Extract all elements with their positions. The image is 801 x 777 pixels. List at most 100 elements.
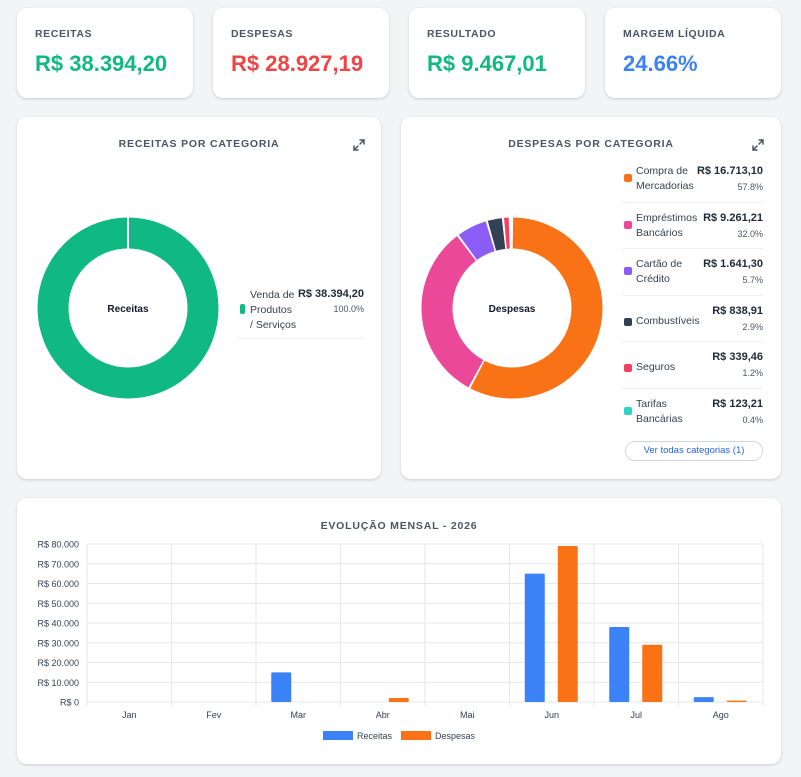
- despesas-slice[interactable]: [470, 217, 603, 399]
- legend-divider: [238, 338, 364, 339]
- chart-legend-swatch[interactable]: [323, 731, 353, 740]
- despesas-por-categoria-panel: DESPESAS POR CATEGORIA Despesas Compra d…: [401, 117, 781, 479]
- kpi-label: MARGEM LÍQUIDA: [623, 28, 726, 40]
- kpi-label: RECEITAS: [35, 28, 93, 40]
- y-tick-label: R$ 0: [60, 698, 79, 708]
- legend-item: Compra de Mercadorias R$ 16.713,10 57.8%: [622, 161, 763, 208]
- donut-center-label: Despesas: [489, 304, 536, 315]
- legend-item: Cartão de Crédito R$ 1.641,30 5.7%: [622, 254, 763, 301]
- chart-legend-swatch[interactable]: [401, 731, 431, 740]
- legend-item: Empréstimos Bancários R$ 9.261,21 32.0%: [622, 208, 763, 255]
- legend-pct: 57.8%: [737, 182, 763, 192]
- legend-item: Seguros R$ 339,46 1.2%: [622, 347, 763, 394]
- kpi-value: R$ 28.927,19: [231, 51, 364, 76]
- y-tick-label: R$ 50.000: [37, 599, 79, 609]
- x-tick-label: Ago: [713, 710, 729, 720]
- y-tick-label: R$ 30.000: [37, 638, 79, 648]
- x-tick-label: Fev: [206, 710, 222, 720]
- donut-center-label: Receitas: [107, 304, 149, 315]
- kpi-label: RESULTADO: [427, 28, 497, 40]
- legend-value: R$ 38.394,20: [297, 288, 364, 300]
- bar-receitas[interactable]: [693, 697, 714, 702]
- legend-swatch: [624, 174, 632, 182]
- legend-value: R$ 838,91: [712, 304, 763, 317]
- panel-title: DESPESAS POR CATEGORIA: [508, 138, 674, 150]
- kpi-label: DESPESAS: [231, 28, 293, 40]
- chart-title: EVOLUÇÃO MENSAL - 2026: [321, 519, 478, 532]
- legend-label: Empréstimos Bancários: [636, 211, 698, 239]
- receitas-donut-chart: Receitas: [37, 217, 219, 399]
- legend-value: R$ 123,21: [712, 397, 763, 410]
- monthly-bar-chart: EVOLUÇÃO MENSAL - 2026 R$ 0 R$ 10.000 R$ 20…: [37, 519, 764, 741]
- expand-icon[interactable]: [352, 138, 366, 152]
- legend-pct: 5.7%: [742, 275, 763, 285]
- legend-swatch: [240, 304, 245, 314]
- legend-divider: [622, 341, 763, 342]
- legend-pct: 100.0%: [333, 304, 364, 314]
- legend-pct: 32.0%: [737, 228, 763, 239]
- legend-label: Venda de Produtos / Serviços: [250, 289, 297, 331]
- legend-swatch: [624, 364, 632, 372]
- receitas-legend: Venda de Produtos / Serviços R$ 38.394,2…: [238, 285, 364, 345]
- legend-item: Tarifas Bancárias R$ 123,21 0.4%: [622, 394, 763, 441]
- bar-despesas[interactable]: [388, 698, 409, 702]
- legend-label: Cartão de Crédito: [636, 258, 683, 285]
- legend-swatch: [624, 267, 632, 275]
- legend-label: Seguros: [636, 361, 676, 373]
- despesas-slice[interactable]: [458, 221, 496, 261]
- y-tick-label: R$ 20.000: [37, 658, 79, 668]
- legend-pct: 2.9%: [742, 321, 763, 332]
- y-tick-label: R$ 40.000: [37, 619, 79, 629]
- legend-value: R$ 1.641,30: [703, 258, 763, 270]
- bar-despesas[interactable]: [642, 644, 663, 702]
- chart-legend-label[interactable]: Despesas: [435, 731, 476, 741]
- evolucao-mensal-panel: EVOLUÇÃO MENSAL - 2026 R$ 0 R$ 10.000 R$ 20…: [17, 498, 781, 764]
- x-tick-label: Abr: [376, 710, 390, 720]
- legend-pct: 1.2%: [742, 368, 763, 378]
- legend-item: Combustíveis R$ 838,91 2.9%: [622, 301, 763, 348]
- legend-swatch: [624, 406, 632, 415]
- x-tick-label: Mar: [291, 710, 307, 720]
- legend-divider: [622, 387, 763, 389]
- panel-title: RECEITAS POR CATEGORIA: [118, 138, 280, 150]
- legend-label: Combustíveis: [636, 314, 700, 327]
- legend-swatch: [624, 220, 632, 229]
- y-tick-label: R$ 80.000: [37, 540, 79, 550]
- legend-divider: [622, 201, 763, 203]
- legend-value: R$ 339,46: [712, 351, 763, 363]
- legend-swatch: [624, 317, 632, 326]
- y-tick-label: R$ 60.000: [37, 579, 79, 589]
- kpi-value: R$ 38.394,20: [35, 51, 168, 76]
- y-tick-label: R$ 10.000: [37, 678, 79, 688]
- kpi-value: 24.66%: [623, 51, 698, 76]
- bar-receitas[interactable]: [271, 672, 292, 702]
- chart-legend-label[interactable]: Receitas: [357, 731, 393, 741]
- bar-receitas[interactable]: [524, 573, 545, 702]
- kpi-card-receitas: RECEITAS R$ 38.394,20: [17, 8, 193, 98]
- bar-despesas[interactable]: [726, 700, 747, 702]
- legend-divider: [622, 294, 763, 296]
- legend-label: Compra de Mercadorias: [636, 165, 694, 192]
- kpi-card-despesas: DESPESAS R$ 28.927,19: [213, 8, 389, 98]
- legend-label: Tarifas Bancárias: [636, 397, 683, 425]
- despesas-donut-chart: Despesas: [421, 217, 603, 399]
- legend-value: R$ 9.261,21: [703, 211, 763, 224]
- x-tick-label: Mai: [460, 710, 475, 720]
- y-tick-label: R$ 70.000: [37, 559, 79, 569]
- x-tick-label: Jul: [630, 710, 642, 720]
- receitas-por-categoria-panel: RECEITAS POR CATEGORIA Receitas Venda de…: [17, 117, 381, 479]
- legend-value: R$ 16.713,10: [696, 165, 763, 177]
- legend-divider: [622, 248, 763, 249]
- x-tick-label: Jun: [544, 710, 559, 720]
- expand-icon[interactable]: [751, 138, 765, 152]
- bar-despesas[interactable]: [557, 545, 578, 702]
- despesas-slice[interactable]: [487, 218, 506, 251]
- kpi-value: R$ 9.467,01: [427, 51, 547, 76]
- despesas-slice[interactable]: [421, 236, 484, 388]
- bar-receitas[interactable]: [609, 626, 630, 702]
- see-all-categories-button[interactable]: Ver todas categorias (1): [625, 441, 763, 461]
- x-tick-label: Jan: [122, 710, 137, 720]
- kpi-card-resultado: RESULTADO R$ 9.467,01: [409, 8, 585, 98]
- kpi-card-margem: MARGEM LÍQUIDA 24.66%: [605, 8, 781, 98]
- legend-pct: 0.4%: [742, 414, 763, 425]
